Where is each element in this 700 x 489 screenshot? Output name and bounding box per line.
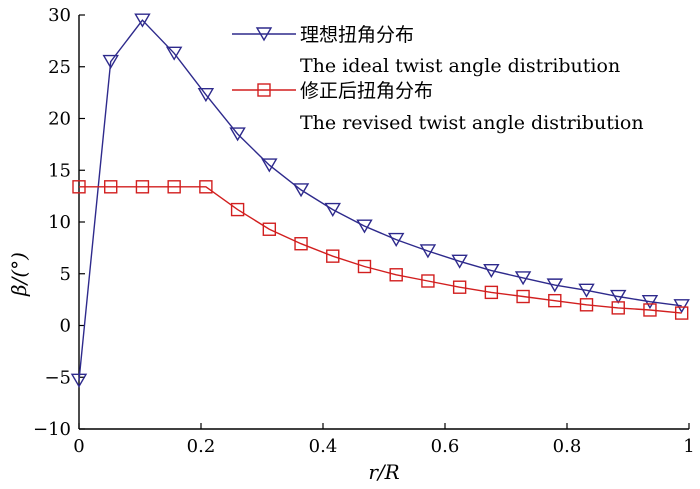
y-tick-label: 0 <box>60 316 71 337</box>
x-tick-label: 0.8 <box>553 436 582 457</box>
data-point-ideal <box>387 232 405 247</box>
data-point-revised <box>72 180 86 194</box>
legend: 理想扭角分布 The ideal twist angle distributio… <box>232 24 644 134</box>
data-point-revised <box>548 293 562 308</box>
data-point-revised <box>167 180 181 194</box>
data-point-revised <box>516 289 530 304</box>
data-point-ideal <box>578 283 595 298</box>
data-point-ideal <box>546 278 564 293</box>
legend-label-ideal-en: The ideal twist angle distribution <box>300 55 620 77</box>
data-point-ideal <box>134 13 151 28</box>
data-point-ideal <box>70 373 88 388</box>
data-point-ideal <box>261 158 278 173</box>
data-point-ideal <box>229 127 246 142</box>
y-tick-label: 25 <box>48 57 71 78</box>
x-axis-title: r/R <box>368 460 399 484</box>
data-point-ideal <box>610 289 627 304</box>
data-point-revised <box>357 259 372 274</box>
data-point-ideal <box>324 202 341 217</box>
x-tick-label: 0.6 <box>431 436 460 457</box>
series-lines <box>70 13 690 388</box>
data-point-ideal <box>673 299 690 314</box>
data-point-ideal <box>292 183 310 198</box>
legend-label-revised-cn: 修正后扭角分布 <box>300 80 433 102</box>
data-point-revised <box>421 274 435 288</box>
data-point-ideal <box>483 263 500 279</box>
legend-marker-ideal <box>255 27 273 42</box>
y-tick-label: −10 <box>33 419 71 440</box>
legend-label-ideal-cn: 理想扭角分布 <box>300 24 414 46</box>
data-point-revised <box>643 303 657 317</box>
data-point-revised <box>484 285 499 300</box>
data-point-revised <box>262 222 277 236</box>
y-tick-label: −5 <box>44 367 71 388</box>
series-line-revised <box>79 186 682 314</box>
series-line-ideal <box>78 19 682 381</box>
y-tick-label: 30 <box>48 5 71 26</box>
y-axis-title: β/(°) <box>7 252 31 297</box>
y-tick-label: 20 <box>48 109 71 130</box>
data-point-ideal <box>451 254 468 269</box>
data-point-ideal <box>197 87 215 103</box>
data-point-revised <box>294 237 308 251</box>
data-point-ideal <box>641 294 659 310</box>
y-tick-label: 10 <box>48 212 71 233</box>
data-point-revised <box>104 180 118 194</box>
x-tick-label: 0 <box>73 436 84 457</box>
y-tick-label: 15 <box>48 160 71 181</box>
data-point-revised <box>326 249 340 263</box>
data-point-revised <box>579 298 594 312</box>
y-axis-ticks: −10 −5 0 5 10 15 20 25 30 <box>33 5 85 440</box>
data-point-revised <box>611 301 625 315</box>
data-point-revised <box>389 268 403 282</box>
data-point-ideal <box>165 46 183 61</box>
legend-marker-revised <box>257 83 271 97</box>
data-point-ideal <box>419 244 437 259</box>
x-axis-ticks: 0 0.2 0.4 0.6 0.8 1 <box>73 423 695 457</box>
x-tick-label: 0.4 <box>309 436 338 457</box>
y-tick-label: 5 <box>60 264 71 285</box>
data-point-revised <box>452 280 467 294</box>
data-point-revised <box>199 180 213 194</box>
x-tick-label: 1 <box>683 436 694 457</box>
x-tick-label: 0.2 <box>187 436 216 457</box>
data-point-revised <box>230 202 245 217</box>
axes <box>78 15 689 430</box>
data-point-ideal <box>356 219 373 234</box>
data-point-ideal <box>102 54 119 69</box>
data-point-revised <box>135 180 150 194</box>
data-point-revised <box>674 306 689 320</box>
data-point-ideal <box>514 271 532 286</box>
legend-label-revised-en: The revised twist angle distribution <box>300 112 644 134</box>
